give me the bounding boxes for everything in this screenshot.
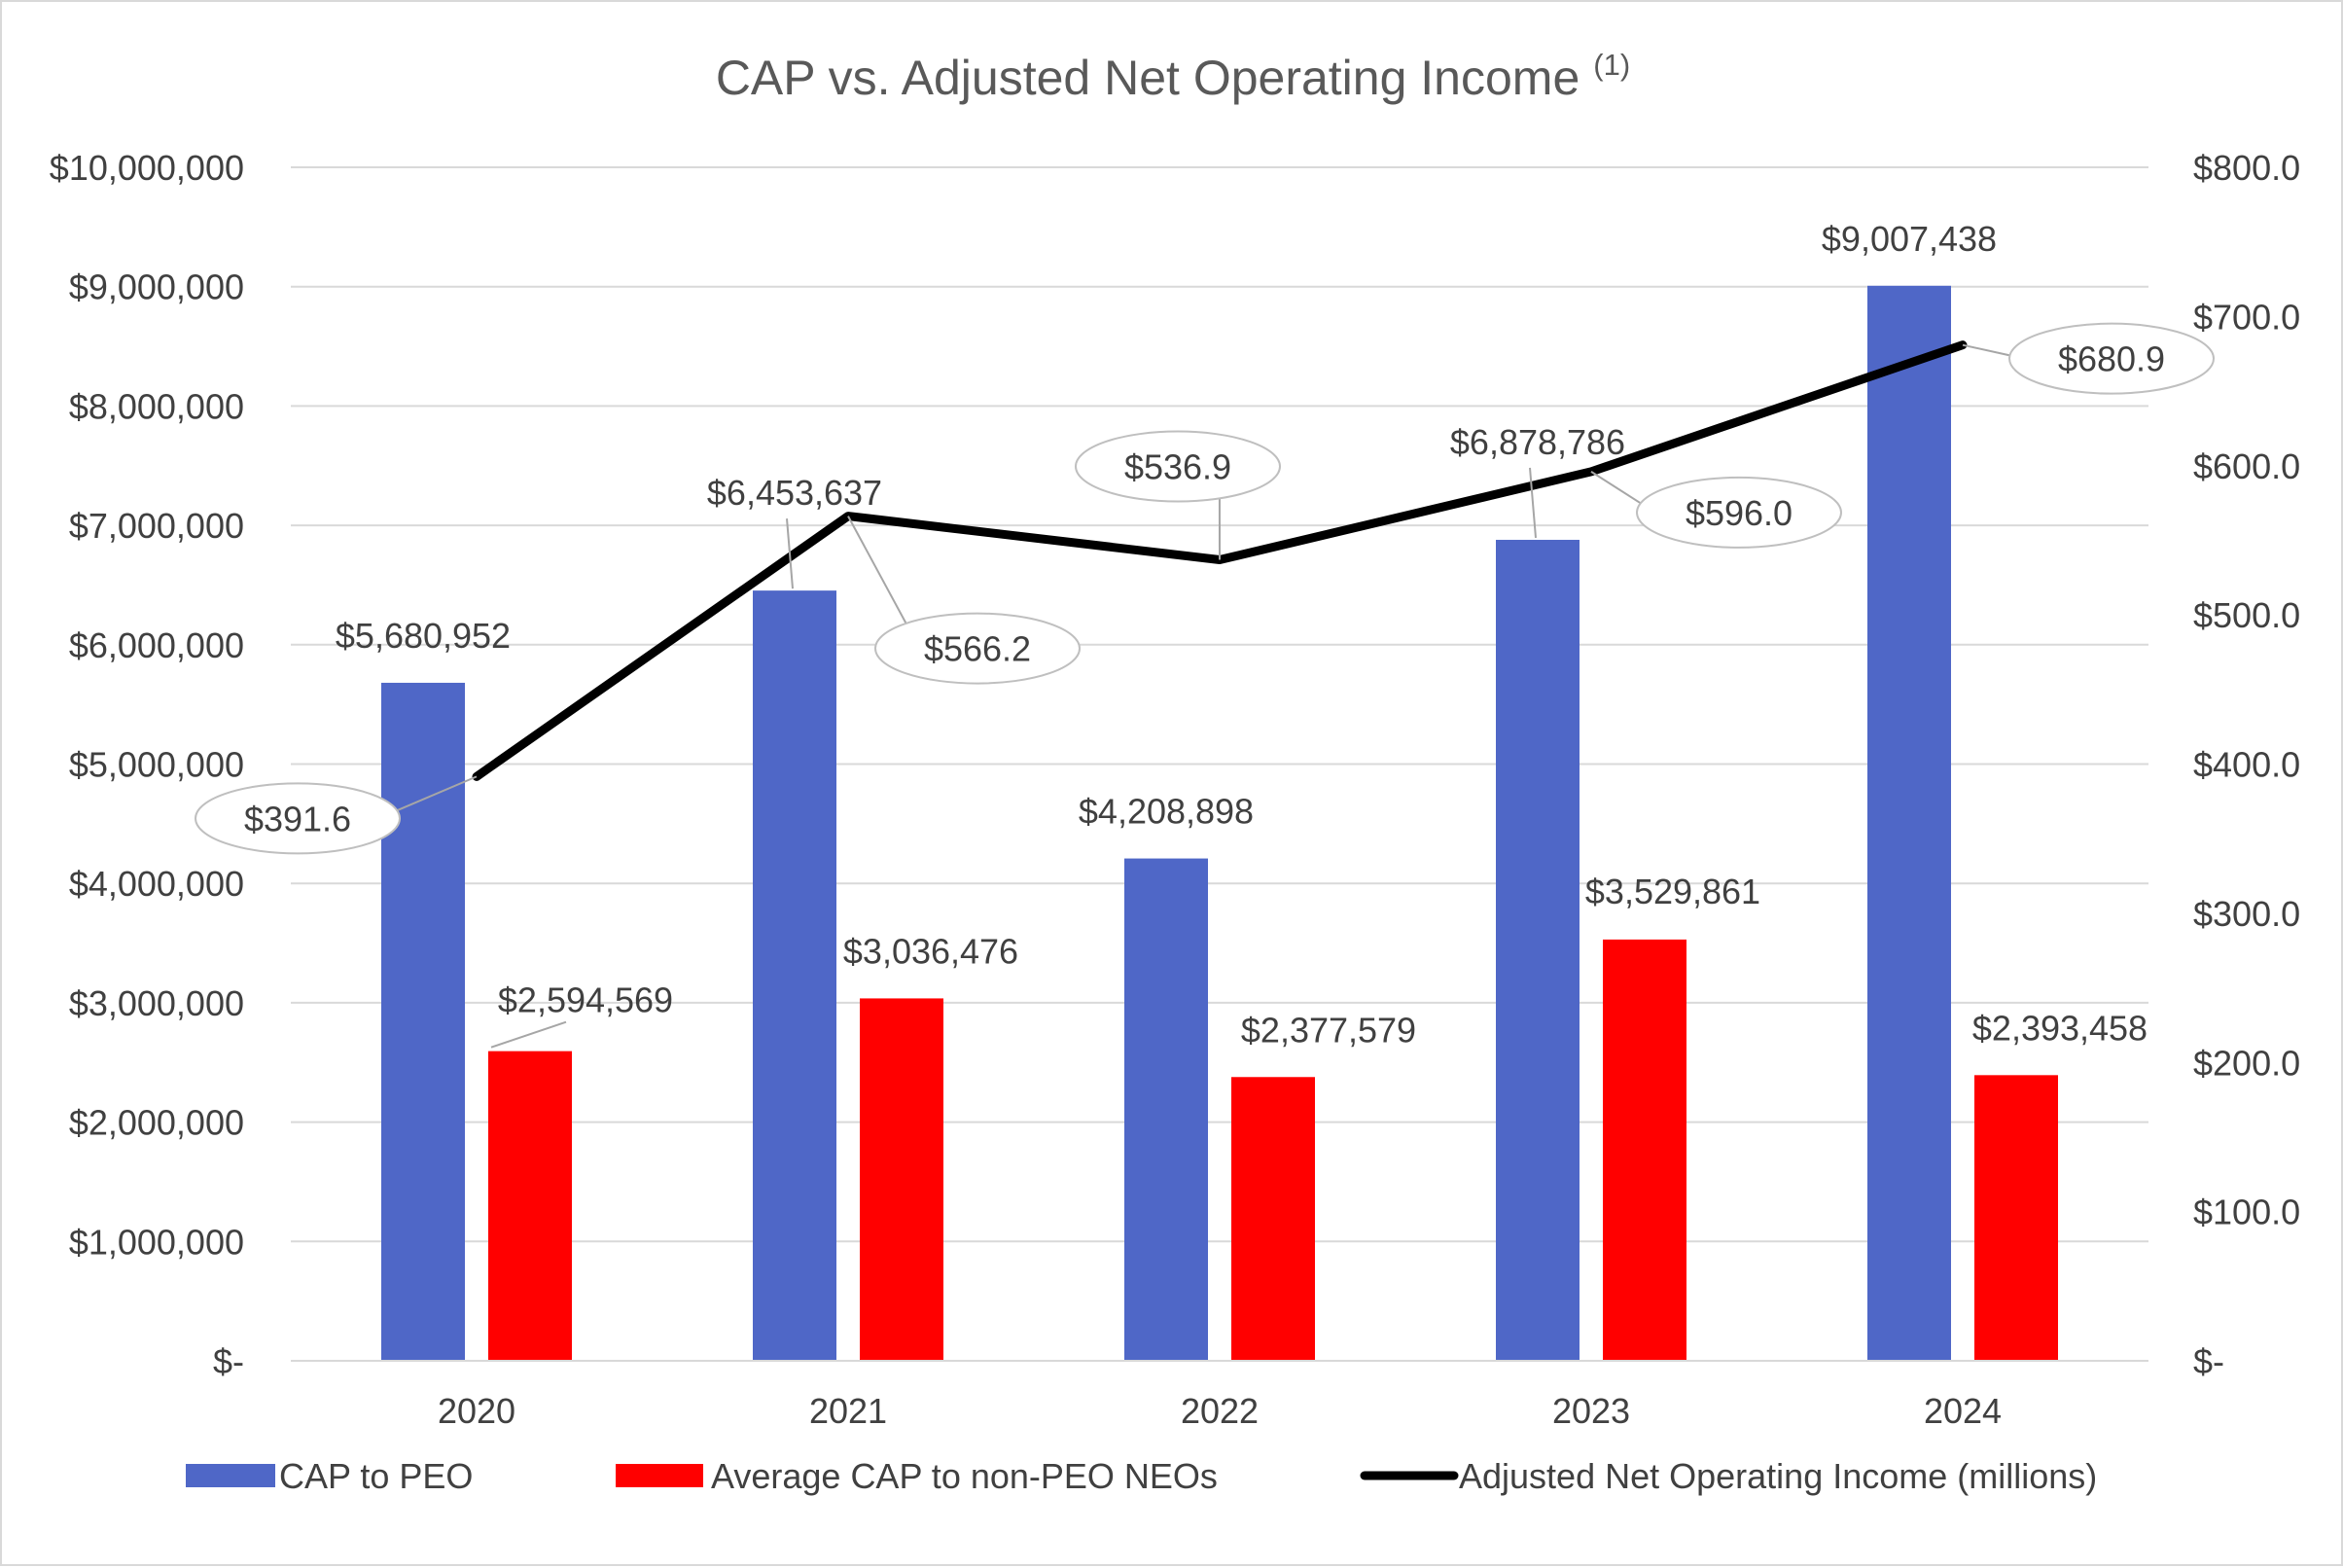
- right-tick-label: $100.0: [2193, 1193, 2300, 1232]
- bar-avg-cap-non-peo: [1974, 1075, 2058, 1361]
- left-tick-label: $10,000,000: [50, 148, 244, 188]
- bar-label-cap-to-peo: $4,208,898: [1079, 792, 1254, 832]
- x-tick-label: 2021: [809, 1391, 887, 1431]
- x-tick-label: 2023: [1552, 1391, 1630, 1431]
- right-tick-label: $200.0: [2193, 1043, 2300, 1083]
- left-tick-label: $8,000,000: [69, 386, 244, 426]
- left-tick-label: $4,000,000: [69, 864, 244, 904]
- line-label-income: $566.2: [924, 629, 1031, 669]
- legend-label-income-line: Adjusted Net Operating Income (millions): [1459, 1456, 2097, 1496]
- income-line: [477, 345, 1963, 777]
- legend-swatch-cap-to-peo: [186, 1464, 275, 1487]
- line-label-income: $680.9: [2058, 339, 2165, 379]
- label-leader-line: [848, 517, 906, 624]
- bar-avg-cap-non-peo: [1231, 1077, 1315, 1361]
- bar-label-avg-cap-non-peo: $2,393,458: [1972, 1008, 2148, 1048]
- bar-avg-cap-non-peo: [1603, 940, 1686, 1361]
- right-tick-label: $500.0: [2193, 595, 2300, 635]
- chart-title-superscript: (1): [1593, 48, 1630, 82]
- bar-cap-to-peo: [753, 590, 836, 1361]
- legend: CAP to PEO Average CAP to non-PEO NEOs Adj…: [186, 1456, 2097, 1496]
- bar-avg-cap-non-peo: [860, 998, 943, 1361]
- label-leader-line: [1963, 345, 2009, 356]
- left-tick-label: $9,000,000: [69, 267, 244, 307]
- left-tick-label: $-: [213, 1341, 244, 1381]
- legend-label-cap-to-peo: CAP to PEO: [279, 1456, 473, 1496]
- right-tick-label: $600.0: [2193, 446, 2300, 486]
- right-axis: $- $100.0 $200.0 $300.0 $400.0 $500.0 $600.0 $7…: [2193, 148, 2300, 1381]
- right-tick-label: $-: [2193, 1341, 2224, 1381]
- bar-label-avg-cap-non-peo: $3,036,476: [843, 931, 1018, 971]
- bar-avg-cap-non-peo: [488, 1051, 572, 1361]
- bar-label-avg-cap-non-peo: $2,594,569: [498, 980, 673, 1020]
- line-label-income: $536.9: [1124, 447, 1231, 487]
- left-tick-label: $1,000,000: [69, 1222, 244, 1262]
- left-axis: $- $1,000,000 $2,000,000 $3,000,000 $4,000,0…: [50, 148, 244, 1381]
- left-tick-label: $5,000,000: [69, 745, 244, 785]
- bar-label-cap-to-peo: $5,680,952: [336, 616, 511, 656]
- income-line-path: [477, 345, 1963, 777]
- bar-label-cap-to-peo: $9,007,438: [1822, 219, 1997, 259]
- bar-label-cap-to-peo: $6,453,637: [707, 473, 882, 513]
- left-tick-label: $7,000,000: [69, 506, 244, 546]
- label-leader-line: [491, 1022, 566, 1048]
- bar-cap-to-peo: [1124, 859, 1208, 1361]
- right-tick-label: $700.0: [2193, 297, 2300, 337]
- x-axis: 2020 2021 2022 2023 2024: [291, 1361, 2148, 1431]
- line-label-income: $391.6: [244, 799, 351, 838]
- left-tick-label: $3,000,000: [69, 983, 244, 1023]
- line-label-income: $596.0: [1686, 493, 1793, 533]
- bar-cap-to-peo: [1496, 540, 1580, 1361]
- chart-title: CAP vs. Adjusted Net Operating Income (1): [716, 48, 1630, 105]
- x-tick-label: 2020: [438, 1391, 515, 1431]
- label-leader-line: [1591, 472, 1641, 503]
- right-tick-label: $400.0: [2193, 745, 2300, 785]
- x-tick-label: 2022: [1181, 1391, 1259, 1431]
- bar-label-cap-to-peo: $6,878,786: [1450, 422, 1625, 462]
- left-tick-label: $2,000,000: [69, 1103, 244, 1143]
- bar-cap-to-peo: [1867, 286, 1951, 1361]
- bar-label-avg-cap-non-peo: $3,529,861: [1585, 872, 1760, 911]
- chart-title-text: CAP vs. Adjusted Net Operating Income: [716, 51, 1580, 105]
- x-tick-label: 2024: [1924, 1391, 2002, 1431]
- right-tick-label: $800.0: [2193, 148, 2300, 188]
- legend-swatch-avg-cap-non-peo: [616, 1464, 703, 1487]
- bar-cap-to-peo: [381, 683, 465, 1361]
- label-leader-line: [1530, 468, 1536, 538]
- right-tick-label: $300.0: [2193, 894, 2300, 934]
- legend-label-avg-cap-non-peo: Average CAP to non-PEO NEOs: [711, 1456, 1218, 1496]
- left-tick-label: $6,000,000: [69, 625, 244, 665]
- bar-label-avg-cap-non-peo: $2,377,579: [1241, 1010, 1416, 1050]
